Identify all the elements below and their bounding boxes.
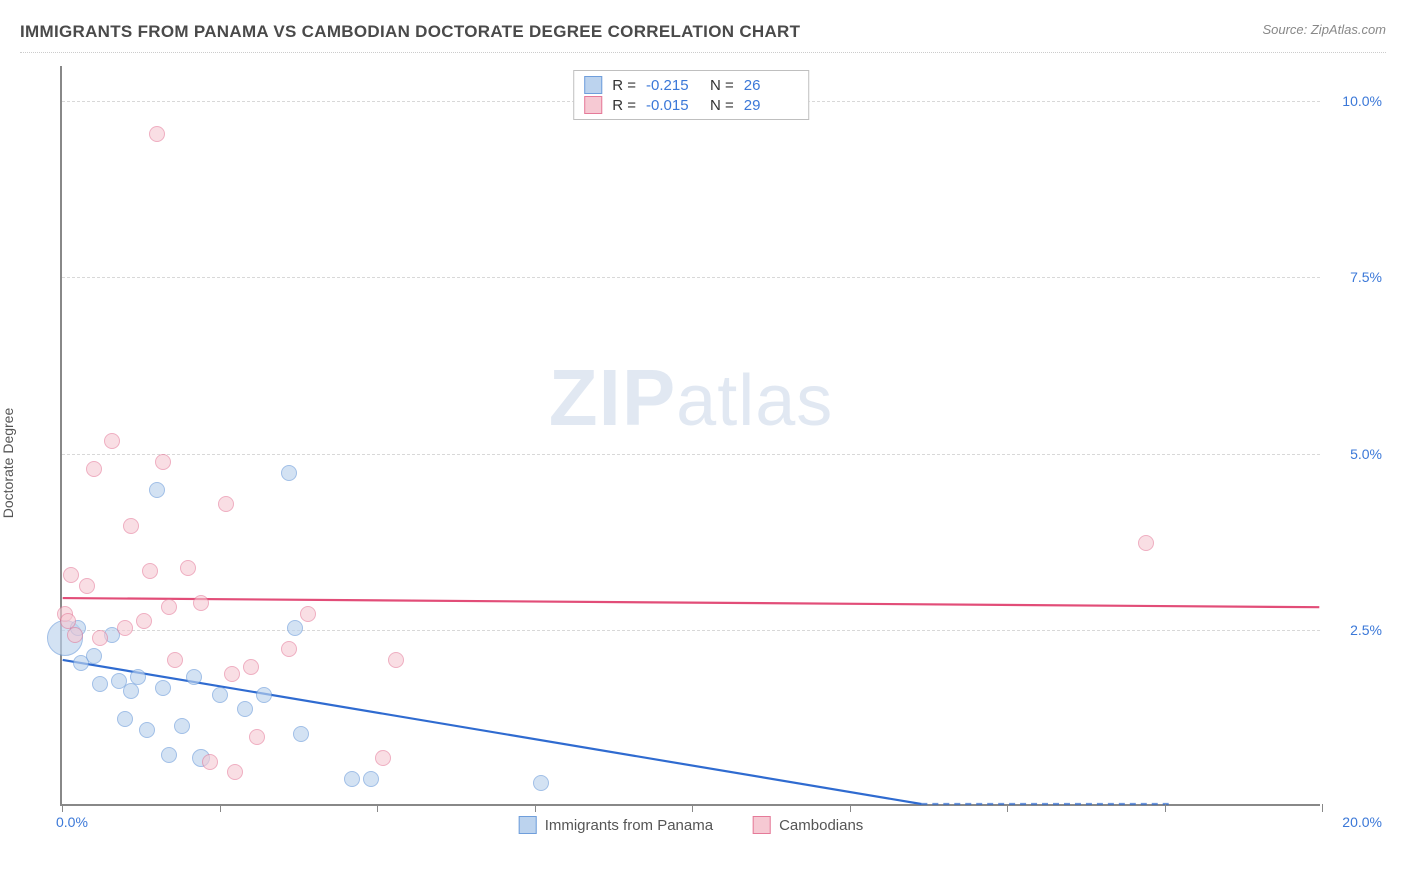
gridline: [62, 630, 1320, 631]
r-label: R =: [612, 77, 636, 94]
point-panama: [237, 701, 253, 717]
r-label: R =: [612, 97, 636, 114]
point-cambodians: [281, 641, 297, 657]
point-panama: [86, 648, 102, 664]
r-value: -0.015: [646, 97, 700, 114]
point-cambodians: [92, 630, 108, 646]
point-panama: [149, 482, 165, 498]
n-label: N =: [710, 77, 734, 94]
point-panama: [123, 683, 139, 699]
legend-label: Cambodians: [779, 817, 863, 834]
point-panama: [363, 771, 379, 787]
legend-series: Immigrants from Panama Cambodians: [519, 816, 864, 834]
legend-label: Immigrants from Panama: [545, 817, 713, 834]
point-cambodians: [63, 567, 79, 583]
point-panama: [155, 680, 171, 696]
point-cambodians: [375, 750, 391, 766]
legend-item-cambodians: Cambodians: [753, 816, 863, 834]
legend-stat-row-cambodians: R = -0.015 N = 29: [584, 95, 798, 115]
watermark-bold: ZIP: [549, 353, 676, 442]
x-tick: [220, 804, 221, 812]
point-panama: [186, 669, 202, 685]
legend-swatch: [519, 816, 537, 834]
legend-swatch: [584, 96, 602, 114]
trend-lines: [62, 66, 1320, 804]
point-cambodians: [180, 560, 196, 576]
x-tick: [377, 804, 378, 812]
point-cambodians: [79, 578, 95, 594]
point-panama: [161, 747, 177, 763]
point-panama: [344, 771, 360, 787]
x-max-label: 20.0%: [1342, 814, 1382, 830]
legend-swatch: [753, 816, 771, 834]
point-panama: [92, 676, 108, 692]
point-cambodians: [202, 754, 218, 770]
point-cambodians: [149, 126, 165, 142]
chart-container: Doctorate Degree ZIPatlas R =-0.215N =26…: [20, 58, 1386, 868]
legend-stats: R = -0.215 N = 26 R = -0.015 N = 29: [573, 70, 809, 120]
legend-swatch: [584, 76, 602, 94]
watermark: ZIPatlas: [549, 352, 834, 444]
point-cambodians: [155, 454, 171, 470]
point-panama: [130, 669, 146, 685]
point-cambodians: [300, 606, 316, 622]
gridline: [62, 454, 1320, 455]
point-panama: [117, 711, 133, 727]
x-tick: [850, 804, 851, 812]
point-cambodians: [136, 613, 152, 629]
x-tick: [62, 804, 63, 812]
n-value: 29: [744, 97, 798, 114]
point-cambodians: [117, 620, 133, 636]
point-panama: [533, 775, 549, 791]
y-tick-label: 7.5%: [1326, 269, 1382, 285]
point-panama: [293, 726, 309, 742]
point-cambodians: [227, 764, 243, 780]
chart-title: IMMIGRANTS FROM PANAMA VS CAMBODIAN DOCT…: [20, 22, 800, 42]
legend-stat-row-panama: R = -0.215 N = 26: [584, 75, 798, 95]
point-panama: [287, 620, 303, 636]
plot-area: ZIPatlas R =-0.215N =26R =-0.015N =29 0.…: [60, 66, 1320, 806]
point-cambodians: [218, 496, 234, 512]
y-tick-label: 2.5%: [1326, 622, 1382, 638]
point-cambodians: [388, 652, 404, 668]
source-attribution: Source: ZipAtlas.com: [1262, 22, 1386, 37]
point-cambodians: [193, 595, 209, 611]
point-cambodians: [224, 666, 240, 682]
x-tick: [692, 804, 693, 812]
y-tick-label: 10.0%: [1326, 93, 1382, 109]
point-cambodians: [142, 563, 158, 579]
x-tick: [1165, 804, 1166, 812]
n-label: N =: [710, 97, 734, 114]
point-cambodians: [243, 659, 259, 675]
point-cambodians: [167, 652, 183, 668]
point-cambodians: [104, 433, 120, 449]
x-tick: [535, 804, 536, 812]
x-tick: [1322, 804, 1323, 812]
watermark-rest: atlas: [676, 361, 833, 441]
point-panama: [139, 722, 155, 738]
point-cambodians: [161, 599, 177, 615]
y-axis-label: Doctorate Degree: [0, 408, 16, 519]
point-cambodians: [123, 518, 139, 534]
y-tick-label: 5.0%: [1326, 446, 1382, 462]
legend-item-panama: Immigrants from Panama: [519, 816, 713, 834]
point-panama: [174, 718, 190, 734]
point-panama: [256, 687, 272, 703]
gridline: [62, 277, 1320, 278]
r-value: -0.215: [646, 77, 700, 94]
point-panama: [281, 465, 297, 481]
x-origin-label: 0.0%: [56, 814, 88, 830]
x-tick: [1007, 804, 1008, 812]
point-cambodians: [67, 627, 83, 643]
point-cambodians: [86, 461, 102, 477]
point-cambodians: [249, 729, 265, 745]
trend-line-cambodians: [63, 598, 1320, 607]
n-value: 26: [744, 77, 798, 94]
point-cambodians: [1138, 535, 1154, 551]
point-panama: [212, 687, 228, 703]
